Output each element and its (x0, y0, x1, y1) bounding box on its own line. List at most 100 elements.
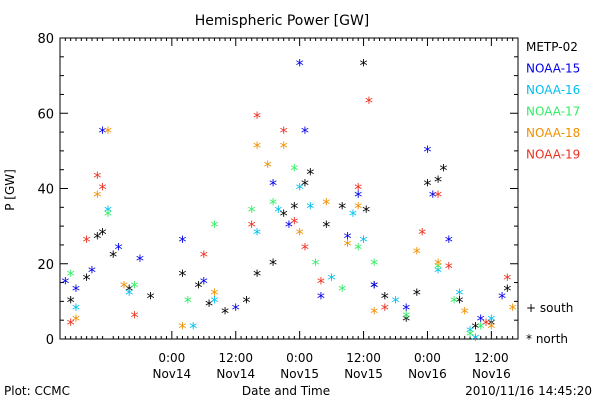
chart-title: Hemispheric Power [GW] (195, 13, 370, 29)
data-point: * (337, 198, 347, 217)
data-point: * (252, 108, 262, 127)
data-point: * (92, 228, 102, 247)
data-point: * (92, 187, 102, 206)
data-point: * (316, 289, 326, 308)
data-point: * (343, 228, 353, 247)
data-point: * (66, 266, 76, 285)
data-point: * (130, 307, 140, 326)
data-point: * (444, 232, 454, 251)
data-point: * (449, 292, 459, 311)
data-point: * (497, 289, 507, 308)
data-point: * (401, 307, 411, 326)
symbol-legend-south: + south (526, 301, 573, 315)
data-point: * (503, 281, 513, 300)
data-point: * (204, 296, 214, 315)
data-point: * (210, 285, 220, 304)
data-point: * (98, 225, 108, 244)
data-point: * (412, 285, 422, 304)
data-point: * (369, 277, 379, 296)
data-point: * (300, 240, 310, 259)
x-tick-date: Nov14 (216, 367, 255, 381)
data-point: * (465, 326, 475, 345)
data-point: * (279, 206, 289, 225)
data-point: * (114, 240, 124, 259)
data-point: * (487, 315, 497, 334)
series-metp-02: ****** **** ***** ************ **** ** (66, 55, 512, 337)
plot-timestamp: 2010/11/16 14:45:20 (465, 384, 592, 398)
legend: METP-02 NOAA-15 NOAA-16 NOAA-17 NOAA-18 NOAA-… (526, 40, 580, 162)
data-point: * (66, 292, 76, 311)
y-tick-label: 0 (46, 333, 54, 348)
data-point: * (124, 281, 134, 300)
data-point: * (412, 243, 422, 262)
x-tick-date: Nov16 (472, 367, 511, 381)
data-point: * (231, 300, 241, 319)
data-point: * (103, 202, 113, 221)
data-point: * (220, 304, 230, 323)
legend-item-metp-02: METP-02 (526, 40, 578, 54)
data-point: * (130, 277, 140, 296)
data-point: * (295, 180, 305, 199)
data-point: * (82, 270, 92, 289)
series-noaa-18: ******************* (71, 123, 517, 338)
data-point: * (433, 259, 443, 278)
data-point: * (194, 277, 204, 296)
data-point: * (455, 292, 465, 311)
data-point: * (487, 319, 497, 338)
data-point: * (311, 255, 321, 274)
data-point: * (439, 161, 449, 180)
data-point: * (61, 274, 71, 293)
data-point: * (247, 217, 257, 236)
data-point: * (178, 319, 188, 338)
data-point: * (481, 315, 491, 334)
data-point: * (98, 180, 108, 199)
data-point: * (108, 247, 118, 266)
data-point: * (279, 123, 289, 142)
y-tick-label: 20 (37, 258, 54, 273)
data-point: * (82, 232, 92, 251)
data-point: * (66, 315, 76, 334)
data-point: * (401, 311, 411, 330)
data-point: * (268, 195, 278, 214)
data-point: * (71, 311, 81, 330)
data-point: * (290, 213, 300, 232)
data-point: * (279, 138, 289, 157)
data-point: * (471, 319, 481, 338)
data-point: * (401, 300, 411, 319)
y-axis-label: P [GW] (3, 169, 17, 211)
y-axis: 0 20 40 60 80 (37, 32, 518, 348)
x-tick-time: 12:00 (346, 351, 381, 365)
data-point: * (268, 255, 278, 274)
data-point: * (428, 187, 438, 206)
data-point: * (199, 247, 209, 266)
data-point: * (369, 255, 379, 274)
data-point: * (295, 225, 305, 244)
symbol-legend-north: * north (526, 332, 568, 346)
data-point: * (353, 240, 363, 259)
series-noaa-19: ******************** (66, 93, 512, 334)
data-point: * (183, 292, 193, 311)
data-point: * (361, 202, 371, 221)
data-point: * (300, 176, 310, 195)
data-point: * (353, 198, 363, 217)
data-point: * (199, 274, 209, 293)
y-tick-label: 40 (37, 183, 54, 198)
series-noaa-16: ****************** (71, 180, 496, 350)
data-point: * (119, 277, 129, 296)
data-point: * (252, 266, 262, 285)
data-point: * (364, 93, 374, 112)
data-point: * (417, 225, 427, 244)
y-tick-label: 60 (37, 107, 54, 122)
data-point: * (327, 270, 337, 289)
data-point: * (178, 266, 188, 285)
data-point: * (268, 176, 278, 195)
data-point: * (290, 161, 300, 180)
data-point: * (98, 123, 108, 142)
x-tick-time: 0:00 (286, 351, 313, 365)
data-point: * (242, 292, 252, 311)
x-tick-date: Nov15 (280, 367, 319, 381)
data-point: * (444, 259, 454, 278)
data-point: * (503, 270, 513, 289)
plot-credit: Plot: CCMC (4, 384, 70, 398)
data-point: * (290, 198, 300, 217)
